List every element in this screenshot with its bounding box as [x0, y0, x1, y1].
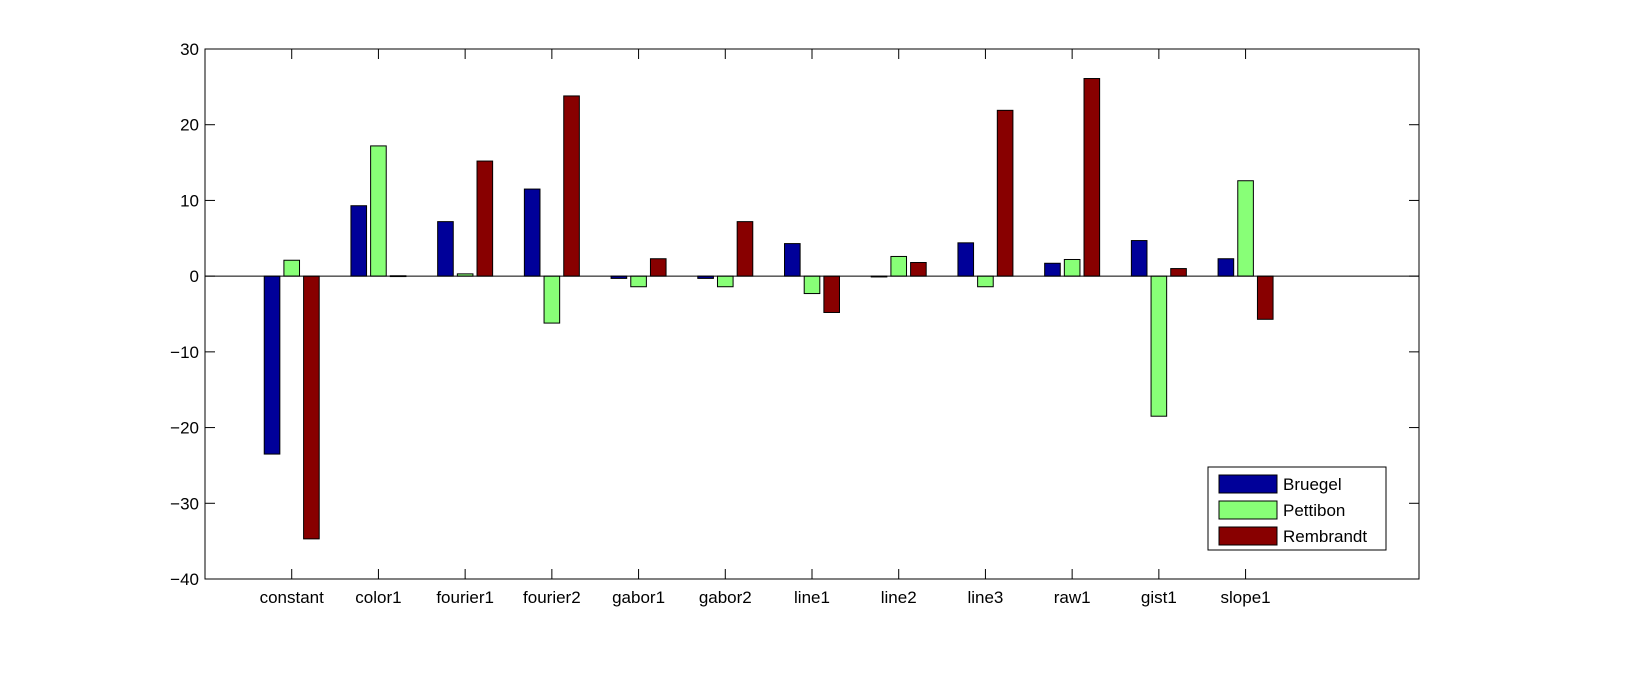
bar-pettibon-gabor2 [716, 275, 734, 288]
bar-pettibon-line1 [803, 275, 821, 295]
bar-bruegel-line3 [957, 242, 975, 277]
y-tick-label: −30 [170, 494, 199, 513]
bar-pettibon-raw1 [1063, 258, 1081, 277]
legend-label-pettibon: Pettibon [1283, 501, 1345, 520]
bar-rembrandt-line3 [996, 109, 1014, 277]
y-tick-label: −20 [170, 419, 199, 438]
x-tick-label-slope1: slope1 [1221, 588, 1271, 607]
y-tick-label: 0 [190, 267, 199, 286]
x-tick-label-line3: line3 [967, 588, 1003, 607]
x-tick-label-line1: line1 [794, 588, 830, 607]
bars-layer [263, 78, 1274, 540]
x-tick-label-gabor1: gabor1 [612, 588, 665, 607]
legend: Bruegel Pettibon Rembrandt [1207, 466, 1387, 551]
bar-rembrandt-fourier1 [476, 160, 494, 277]
bar-pettibon-constant [283, 259, 301, 277]
bar-bruegel-fourier2 [523, 188, 541, 277]
bar-rembrandt-constant [303, 275, 320, 540]
y-tick-label: 20 [180, 116, 199, 135]
bar-pettibon-gabor1 [630, 275, 647, 288]
bar-rembrandt-gist1 [1170, 268, 1187, 277]
legend-swatch-bruegel [1218, 474, 1278, 494]
bar-bruegel-raw1 [1044, 262, 1061, 277]
y-tick-label: −40 [170, 570, 199, 589]
bar-rembrandt-line2 [910, 262, 927, 277]
legend-swatch-pettibon [1218, 500, 1278, 520]
x-tick-label-color1: color1 [355, 588, 401, 607]
legend-label-bruegel: Bruegel [1283, 475, 1342, 494]
bar-rembrandt-raw1 [1083, 78, 1101, 277]
bar-bruegel-constant [263, 275, 281, 455]
x-tick-label-fourier1: fourier1 [436, 588, 494, 607]
y-tick-label: 10 [180, 191, 199, 210]
x-tick-label-constant: constant [260, 588, 325, 607]
bar-rembrandt-gabor1 [649, 258, 667, 277]
bar-pettibon-slope1 [1237, 180, 1254, 277]
bar-pettibon-gist1 [1150, 275, 1168, 417]
x-axis: constant color1 fourier1 fourier2 gabor1 gabo… [260, 49, 1271, 607]
x-tick-label-raw1: raw1 [1054, 588, 1091, 607]
bar-bruegel-color1 [350, 205, 368, 277]
x-tick-label-fourier2: fourier2 [523, 588, 581, 607]
bar-rembrandt-line1 [823, 275, 840, 313]
x-tick-label-gabor2: gabor2 [699, 588, 752, 607]
legend-swatch-rembrandt [1218, 526, 1278, 546]
x-tick-label-gist1: gist1 [1141, 588, 1177, 607]
bar-bruegel-slope1 [1217, 258, 1235, 277]
legend-label-rembrandt: Rembrandt [1283, 527, 1367, 546]
bar-rembrandt-gabor2 [736, 221, 754, 277]
bar-rembrandt-slope1 [1256, 275, 1274, 320]
bar-pettibon-line3 [977, 275, 994, 288]
x-tick-label-line2: line2 [881, 588, 917, 607]
bar-pettibon-color1 [370, 145, 387, 277]
bar-pettibon-line2 [890, 255, 908, 277]
y-axis: −40 −30 −20 −10 0 10 20 30 [170, 40, 1419, 589]
y-tick-label: 30 [180, 40, 199, 59]
bar-bruegel-line1 [784, 243, 801, 277]
bar-bruegel-fourier1 [437, 221, 454, 277]
bar-bruegel-gist1 [1130, 240, 1148, 277]
bar-pettibon-fourier2 [543, 275, 561, 324]
bar-rembrandt-fourier2 [563, 95, 580, 277]
y-tick-label: −10 [170, 343, 199, 362]
